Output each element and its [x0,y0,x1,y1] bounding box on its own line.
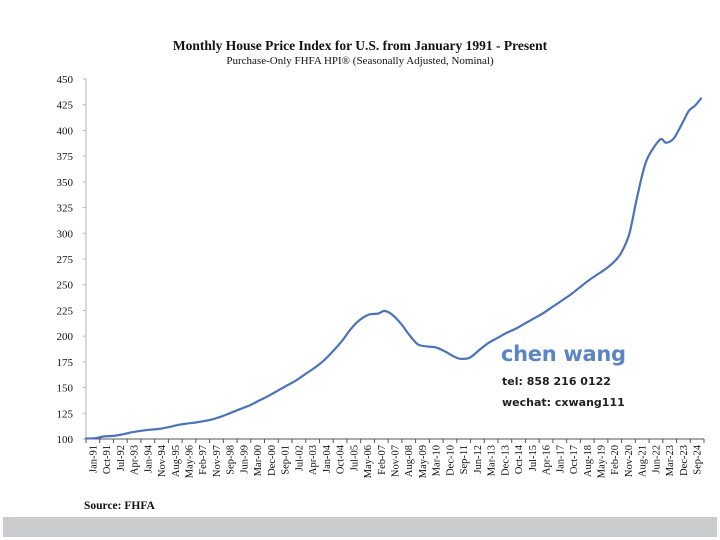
x-tick-label: Aug-95 [171,445,182,477]
watermark-name: chen wang [501,342,626,366]
x-tick-label: Jul-15 [528,445,539,471]
x-tick-label: Sep-01 [281,445,292,475]
x-tick-label: Mar-00 [253,445,264,476]
x-tick-label: Jan-91 [88,445,99,473]
x-tick-label: Mar-13 [487,445,498,476]
x-tick-label: Sep-98 [226,445,237,475]
watermark-wechat: wechat: cxwang111 [502,396,625,409]
x-tick-label: May-06 [363,445,374,478]
x-tick-label: May-96 [185,445,196,478]
x-tick-label: Nov-97 [212,445,223,477]
y-tick-label: 450 [57,74,74,86]
x-tick-label: Feb-97 [198,445,209,475]
x-tick-label: Jun-22 [651,445,662,474]
x-tick-label: Jul-02 [294,445,305,471]
x-tick-label: Jul-92 [116,445,127,471]
x-tick-label: Sep-11 [459,445,470,474]
watermark-tel: tel: 858 216 0122 [502,375,611,388]
y-tick-label: 200 [57,331,74,343]
x-tick-label: Dec-23 [679,445,690,476]
line-chart: 100 125 150 175 200 225 250 275 300 325 350 375 400 4… [57,74,705,478]
y-tick-label: 400 [57,125,74,137]
footer-band [3,517,717,537]
y-tick-label: 225 [57,305,74,317]
chart-subtitle: Purchase-Only FHFA HPI® (Seasonally Adju… [226,55,494,67]
x-tick-label: Oct-14 [514,444,525,474]
y-tick-label: 125 [57,408,74,420]
x-tick-label: Jan-94 [143,444,154,473]
y-tick-label: 150 [57,383,74,395]
x-tick-label: Mar-23 [665,445,676,476]
x-tick-label: Jan-17 [555,445,566,473]
series-line-hpi [84,97,703,440]
x-tick-label: Aug-18 [583,445,594,477]
y-tick-label: 375 [57,151,74,163]
x-tick-label: Nov-94 [157,444,168,477]
x-tick-label: Oct-17 [569,445,580,474]
x-tick-label: Dec-00 [267,445,278,476]
x-tick-label: Oct-91 [102,445,113,474]
x-tick-label: Feb-07 [377,445,388,475]
y-tick-label: 425 [57,100,74,112]
x-tick-label: Feb-20 [610,445,621,475]
x-tick-label: Aug-21 [638,445,649,477]
x-tick-label: Sep-24 [693,444,704,474]
x-tick-label: Jun-12 [473,445,484,474]
series-group [84,97,703,440]
x-tick-label: Nov-07 [391,445,402,477]
x-tick-label: Jul-05 [349,445,360,471]
x-tick-label: Apr-16 [542,445,553,475]
y-tick-label: 100 [57,434,74,446]
x-tick-label: Mar-10 [432,445,443,476]
chart-title: Monthly House Price Index for U.S. from … [172,38,548,53]
x-tick-label: Oct-04 [336,444,347,474]
x-axis: Jan-91 Oct-91 Jul-92 Apr-93 Jan-94 Nov-94 Aug-… [85,438,705,478]
y-tick-label: 275 [57,254,74,266]
x-tick-label: May-09 [418,445,429,478]
x-tick-label: Jun-99 [239,445,250,474]
x-tick-label: Nov-20 [624,445,635,477]
x-tick-label: Dec-13 [500,445,511,476]
y-axis: 100 125 150 175 200 225 250 275 300 325 350 375 400 4… [57,74,87,446]
x-tick-label: May-19 [597,445,608,478]
x-tick-label: Jan-04 [322,444,333,473]
x-tick-label: Apr-93 [130,445,141,475]
x-tick-label: Apr-03 [308,445,319,475]
y-tick-label: 300 [57,228,74,240]
x-tick-label: Aug-08 [404,445,415,477]
y-tick-label: 325 [57,203,74,215]
y-tick-label: 350 [57,177,74,189]
y-tick-label: 175 [57,357,74,369]
x-tick-label: Dec-10 [445,445,456,476]
y-tick-label: 250 [57,280,74,292]
source-note: Source: FHFA [84,500,155,512]
